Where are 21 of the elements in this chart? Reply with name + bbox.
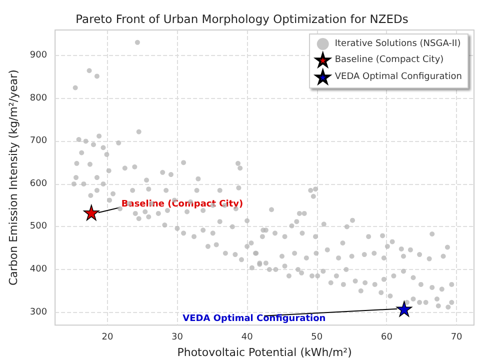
- legend-label: Baseline (Compact City): [334, 55, 444, 65]
- x-tick-label: 20: [102, 332, 114, 343]
- y-tick-label: 700: [30, 136, 48, 146]
- legend-label: Iterative Solutions (NSGA-II): [334, 39, 461, 49]
- x-tick-label: 30: [172, 332, 184, 343]
- y-tick-label: 900: [30, 50, 48, 61]
- y-tick-label: 500: [30, 222, 48, 232]
- x-axis-title: Photovoltaic Potential (kWh/m²): [177, 346, 352, 359]
- chart-title: Pareto Front of Urban Morphology Optimization for NZEDs: [76, 12, 408, 26]
- y-tick-label: 300: [30, 307, 48, 318]
- x-tick-label: 40: [241, 332, 254, 343]
- x-tick-label: 70: [450, 332, 463, 343]
- y-axis-title: Carbon Emission Intensity (kg/m²/year): [7, 70, 20, 286]
- y-tick-label: 800: [30, 93, 48, 104]
- annotation: Baseline (Compact City): [121, 200, 244, 210]
- y-tick-label: 600: [30, 178, 48, 189]
- legend-label: VEDA Optimal Configuration: [334, 72, 462, 82]
- y-tick-label: 400: [30, 264, 48, 274]
- x-tick-label: 50: [311, 332, 323, 343]
- annotation: VEDA Optimal Configuration: [182, 314, 326, 324]
- x-tick-label: 60: [381, 332, 393, 343]
